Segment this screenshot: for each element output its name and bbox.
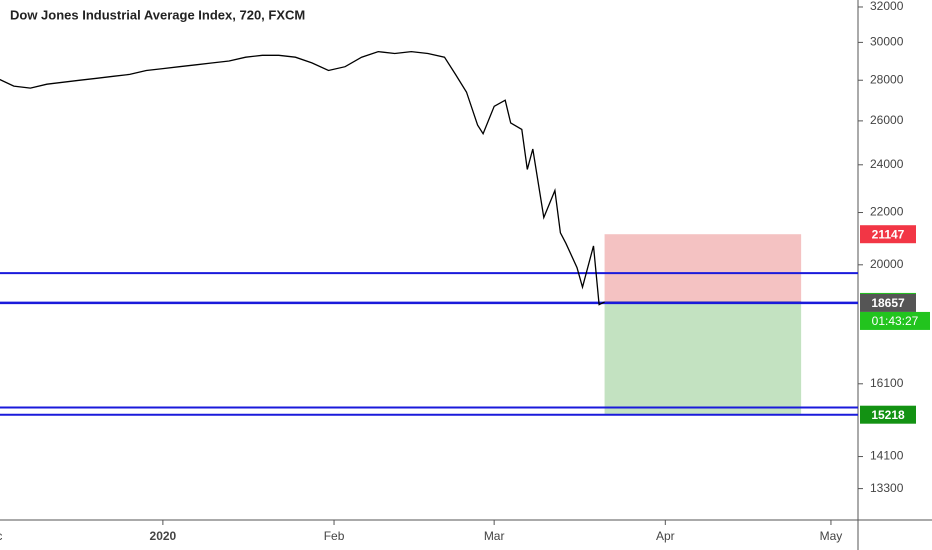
countdown: 01:43:27: [872, 314, 919, 328]
y-tick-label: 24000: [870, 157, 904, 171]
x-tick-label: May: [820, 529, 843, 543]
y-tick-label: 30000: [870, 35, 904, 49]
x-tick-label: 2020: [150, 529, 177, 543]
x-tick-label: Feb: [324, 529, 345, 543]
y-tick-label: 13300: [870, 481, 904, 495]
y-tick-label: 16100: [870, 376, 904, 390]
y-tick-label: 32000: [870, 0, 904, 13]
x-tick-label: Mar: [484, 529, 505, 543]
price-line: [0, 50, 605, 306]
target-zone: [604, 301, 802, 415]
countdown-box: [860, 311, 930, 330]
price-marker-label: 21147: [872, 227, 905, 241]
y-tick-label: 28000: [870, 72, 904, 86]
price-marker: [860, 405, 916, 424]
y-tick-label: 14100: [870, 449, 904, 463]
price-marker: [860, 225, 916, 244]
price-marker-label: 15218: [871, 408, 905, 422]
price-marker-label: 18657: [871, 296, 905, 310]
x-tick-label: Dec: [0, 529, 2, 543]
chart-title: Dow Jones Industrial Average Index, 720,…: [10, 7, 305, 22]
x-tick-label: Apr: [656, 529, 675, 543]
plot-area: [0, 50, 858, 416]
y-tick-label: 22000: [870, 205, 904, 219]
stop-zone: [604, 234, 802, 302]
y-tick-label: 26000: [870, 113, 904, 127]
y-tick-label: 20000: [870, 257, 904, 271]
price-marker: [860, 293, 916, 312]
